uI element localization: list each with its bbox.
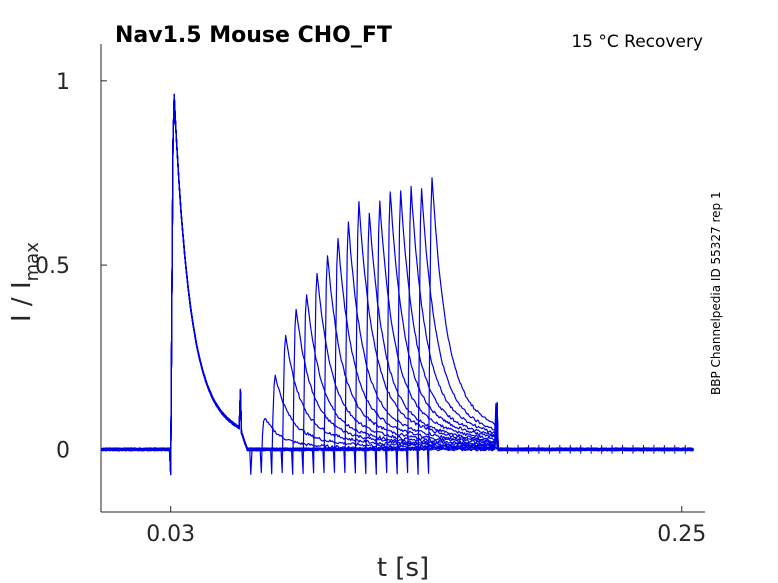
y-axis-label-main: I / I [7, 281, 37, 322]
svg-text:I / Imax: I / Imax [7, 242, 43, 322]
x-tick-label: 0.03 [146, 522, 195, 547]
y-tick-label: 0.5 [35, 254, 70, 279]
chart-title: Nav1.5 Mouse CHO_FT [115, 23, 392, 48]
y-tick-label: 1 [56, 70, 70, 95]
y-tick-label: 0 [56, 438, 70, 463]
x-axis-label: t [s] [377, 553, 429, 583]
y-axis-label-sub: max [22, 242, 43, 282]
y-ticks: 00.51 [35, 70, 107, 463]
sweep-trace [100, 94, 694, 475]
y-axis-label: I / Imax [7, 242, 43, 322]
traces [100, 93, 694, 476]
chart-subtitle: 15 °C Recovery [571, 32, 703, 52]
sweep-trace [100, 95, 694, 474]
x-ticks: 0.03 0.25 [146, 506, 706, 547]
side-label: BBP Channelpedia ID 55327 rep 1 [709, 191, 723, 395]
x-tick-label: 0.25 [657, 522, 706, 547]
